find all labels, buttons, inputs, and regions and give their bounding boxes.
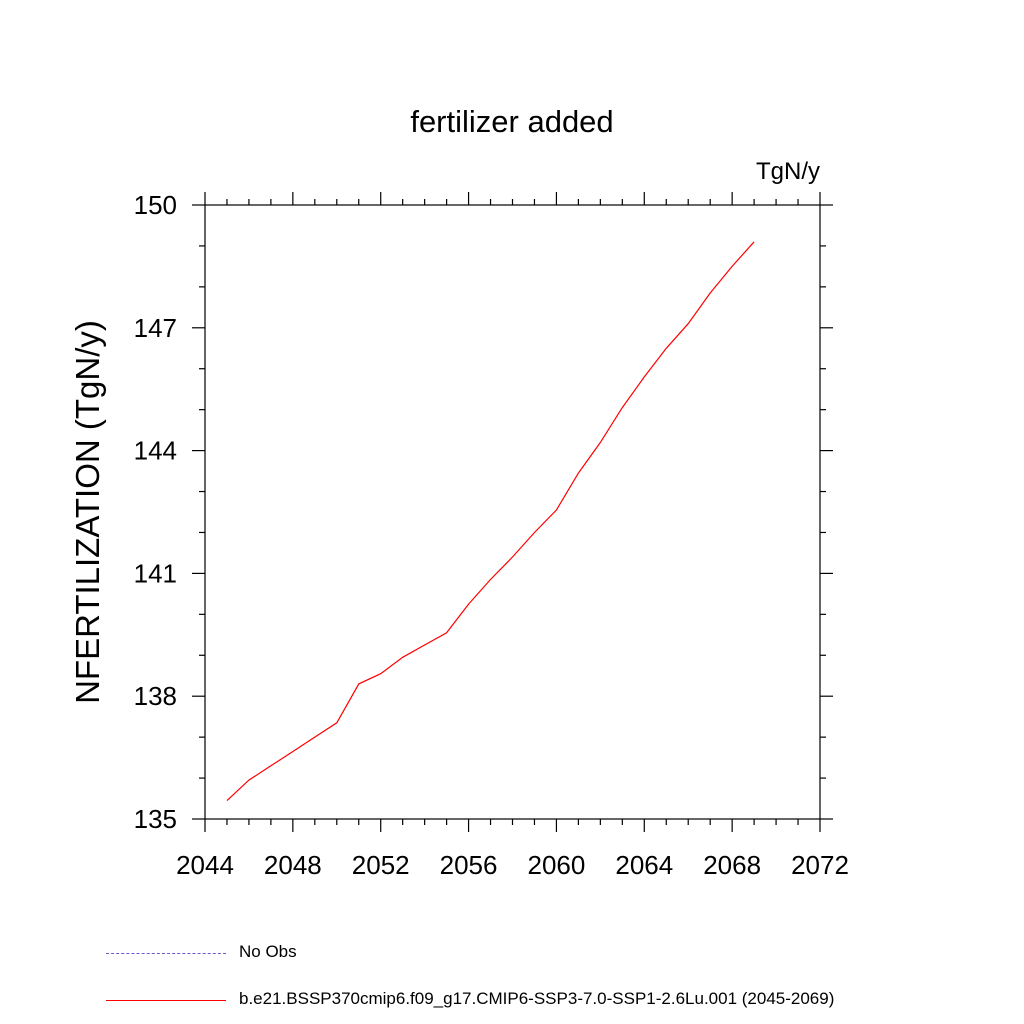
- y-tick-label: 138: [134, 681, 177, 711]
- y-axis-label: NFERTILIZATION (TgN/y): [69, 320, 106, 704]
- y-tick-label: 144: [134, 436, 177, 466]
- x-tick-label: 2068: [703, 850, 761, 880]
- x-tick-label: 2044: [176, 850, 234, 880]
- y-tick-label: 150: [134, 190, 177, 220]
- y-tick-label: 135: [134, 804, 177, 834]
- legend-label: No Obs: [239, 942, 297, 961]
- series-line: [226, 241, 755, 802]
- legend-label: b.e21.BSSP370cmip6.f09_g17.CMIP6-SSP3-7.…: [239, 989, 835, 1008]
- y-tick-label: 147: [134, 313, 177, 343]
- legend-swatch-solid: [106, 1000, 226, 1001]
- x-tick-label: 2052: [352, 850, 410, 880]
- y-tick-label: 141: [134, 558, 177, 588]
- chart-title: fertilizer added: [410, 104, 614, 139]
- x-tick-label: 2072: [791, 850, 849, 880]
- units-label: TgN/y: [755, 158, 820, 185]
- axis-ticks: [192, 192, 833, 832]
- x-tick-label: 2048: [264, 850, 322, 880]
- tick-labels: 2044 2048 2052 2056 2060 2064 2068 2072 135 138 14…: [134, 190, 849, 880]
- x-tick-label: 2056: [440, 850, 498, 880]
- legend-swatch-dashed: [106, 953, 226, 954]
- plot-frame: [204, 204, 821, 820]
- x-tick-label: 2064: [615, 850, 673, 880]
- x-tick-label: 2060: [528, 850, 586, 880]
